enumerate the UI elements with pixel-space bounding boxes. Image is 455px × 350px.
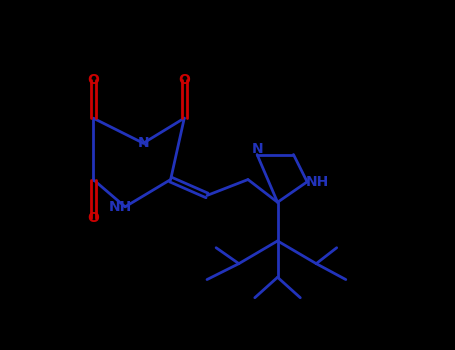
Text: NH: NH	[109, 200, 132, 214]
Text: O: O	[178, 72, 190, 86]
Text: N: N	[251, 142, 263, 156]
Text: NH: NH	[305, 175, 329, 189]
Text: O: O	[87, 211, 99, 225]
Text: N: N	[137, 136, 149, 150]
Text: O: O	[87, 72, 99, 86]
